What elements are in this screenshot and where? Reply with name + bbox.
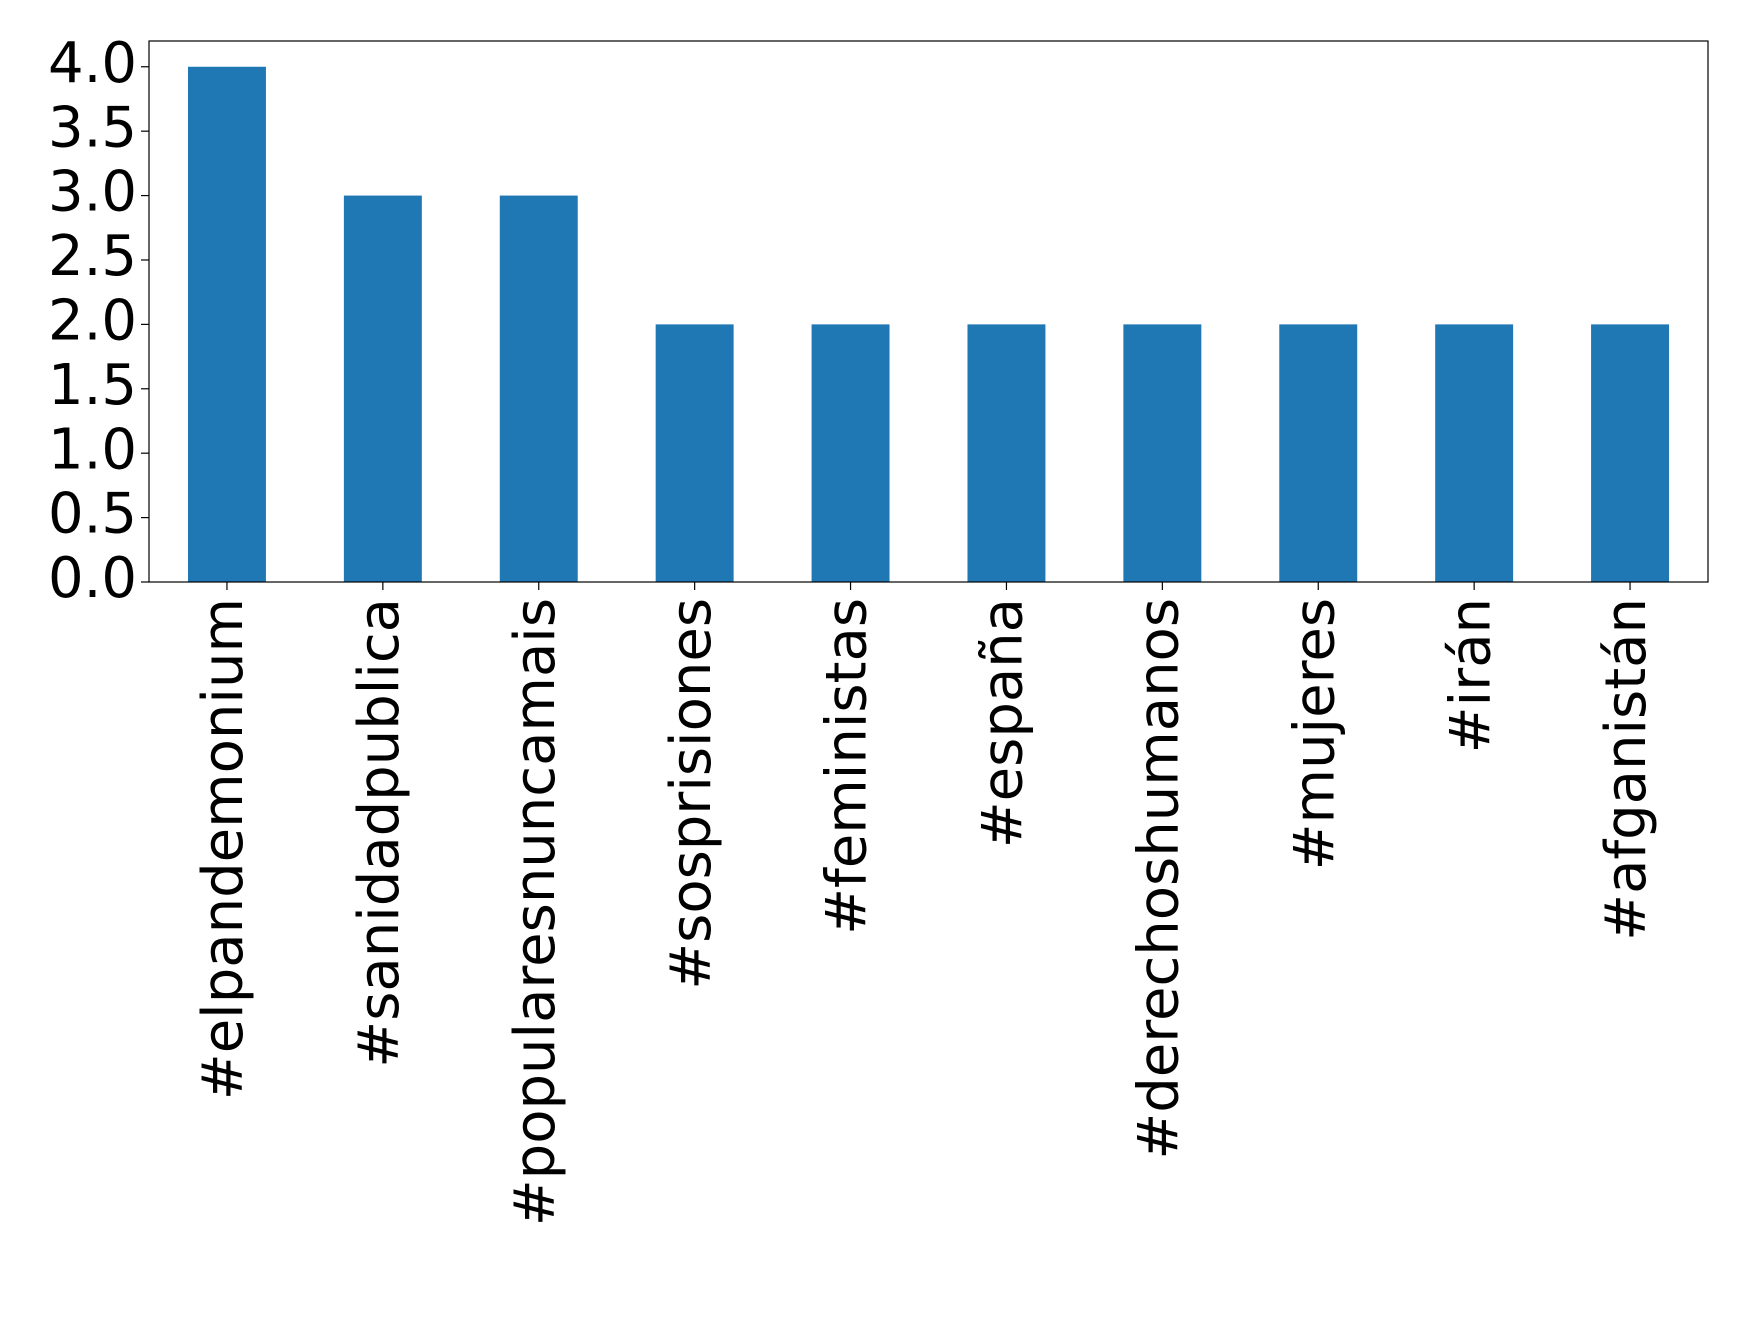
x-tick-label: #derechoshumanos <box>1126 598 1191 1160</box>
bar <box>1123 324 1202 582</box>
x-tick-label: #afganistán <box>1594 598 1659 941</box>
y-tick-label: 3.5 <box>48 95 137 160</box>
bar <box>655 324 734 582</box>
bar <box>967 324 1046 582</box>
bar <box>187 66 266 582</box>
y-tick-label: 2.0 <box>48 289 137 354</box>
y-tick-label: 3.0 <box>48 160 137 225</box>
bar <box>1279 324 1358 582</box>
x-tick-label: #españa <box>971 598 1036 848</box>
plot-frame <box>148 40 1709 583</box>
x-tick-label: #popularesnuncamais <box>503 598 568 1226</box>
y-tick-label: 0.5 <box>48 482 137 547</box>
y-tick-label: 1.5 <box>48 353 137 418</box>
bar <box>811 324 890 582</box>
y-tick-label: 2.5 <box>48 224 137 289</box>
y-tick-label: 0.0 <box>48 546 137 611</box>
bar <box>499 195 578 583</box>
bar <box>1591 324 1670 582</box>
y-tick-label: 4.0 <box>48 31 137 96</box>
x-tick-label: #feministas <box>815 598 880 935</box>
x-tick-label: #sanidadpublica <box>347 598 412 1068</box>
x-tick-label: #sosprisiones <box>659 598 724 990</box>
x-tick-label: #mujeres <box>1282 598 1347 870</box>
bar <box>1435 324 1514 582</box>
y-tick-label: 1.0 <box>48 417 137 482</box>
x-tick-label: #elpandemonium <box>191 598 256 1100</box>
x-tick-label: #irán <box>1438 598 1503 753</box>
bar <box>343 195 422 583</box>
